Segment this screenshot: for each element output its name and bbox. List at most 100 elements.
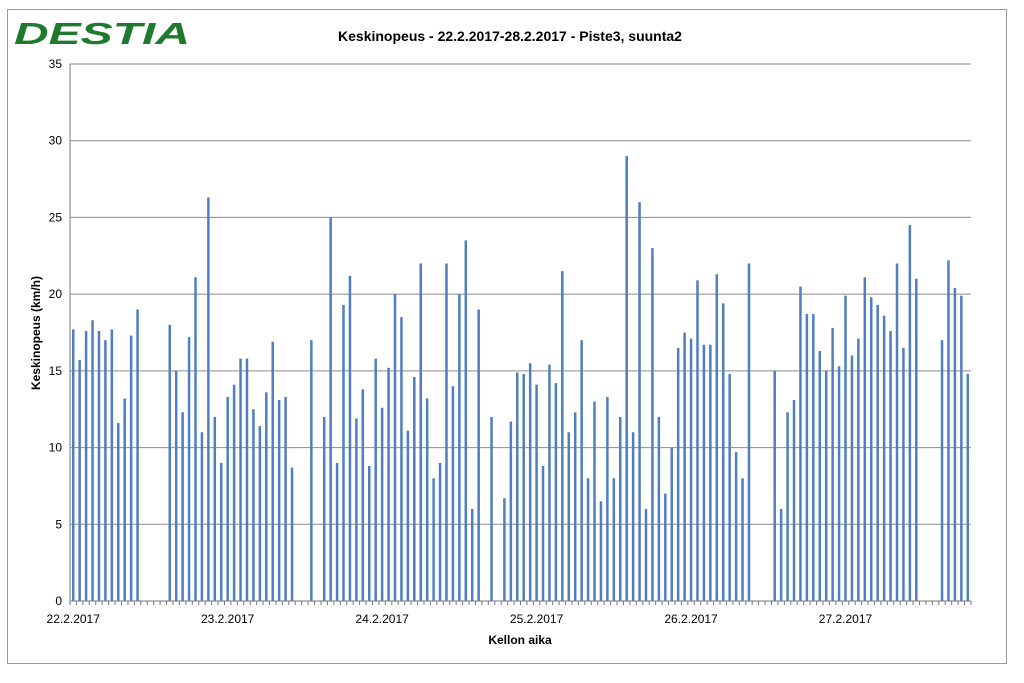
bar bbox=[940, 340, 944, 601]
bar bbox=[728, 373, 731, 601]
y-tick-label: 0 bbox=[55, 594, 62, 608]
bar bbox=[419, 263, 422, 601]
bar bbox=[110, 329, 114, 601]
bar bbox=[664, 493, 667, 601]
bar bbox=[670, 447, 673, 601]
x-tick-label: 24.2.2017 bbox=[355, 612, 409, 626]
bar bbox=[361, 389, 365, 601]
bar bbox=[580, 340, 583, 601]
bar bbox=[625, 156, 628, 602]
bar bbox=[599, 501, 603, 601]
bar bbox=[779, 508, 783, 601]
bar bbox=[902, 347, 905, 601]
bar bbox=[869, 297, 873, 601]
bar bbox=[812, 314, 815, 601]
bar bbox=[174, 370, 178, 601]
bar bbox=[104, 340, 107, 601]
bar bbox=[368, 465, 371, 601]
x-tick-label: 27.2.2017 bbox=[819, 612, 873, 626]
bar bbox=[561, 271, 564, 601]
bar bbox=[908, 225, 912, 601]
bar bbox=[966, 373, 970, 601]
bar bbox=[586, 478, 590, 601]
bar bbox=[702, 344, 706, 601]
bar bbox=[271, 341, 274, 601]
bar bbox=[947, 260, 950, 601]
y-axis-label: Keskinopeus (km/h) bbox=[29, 275, 43, 391]
bar bbox=[226, 396, 229, 601]
bar bbox=[123, 398, 126, 601]
bar bbox=[889, 330, 892, 601]
bar bbox=[850, 355, 854, 601]
y-tick-label: 35 bbox=[49, 57, 63, 71]
chart-frame bbox=[7, 9, 1007, 664]
x-tick-label: 26.2.2017 bbox=[664, 612, 718, 626]
bar bbox=[425, 398, 429, 601]
bar bbox=[915, 278, 918, 601]
y-tick-label: 5 bbox=[55, 517, 62, 531]
bar bbox=[84, 330, 88, 601]
bar bbox=[863, 277, 867, 601]
bar bbox=[355, 418, 358, 601]
bar bbox=[715, 274, 719, 601]
bar bbox=[509, 421, 513, 601]
bar bbox=[71, 329, 75, 601]
x-tick-label: 23.2.2017 bbox=[201, 612, 255, 626]
bar bbox=[824, 370, 828, 601]
bar bbox=[651, 248, 654, 601]
bar bbox=[265, 392, 268, 601]
bar bbox=[380, 407, 384, 601]
bar bbox=[245, 358, 249, 601]
bar bbox=[960, 295, 963, 601]
bar bbox=[432, 478, 435, 601]
bar bbox=[213, 416, 217, 601]
bar bbox=[818, 350, 822, 601]
bar bbox=[895, 263, 899, 601]
bar bbox=[232, 384, 236, 601]
bar bbox=[490, 416, 493, 601]
bar bbox=[721, 303, 725, 601]
bar bbox=[522, 373, 525, 601]
bar bbox=[168, 324, 172, 601]
bar bbox=[342, 304, 345, 601]
bar bbox=[792, 400, 796, 601]
bar bbox=[831, 327, 834, 601]
bar bbox=[747, 263, 751, 601]
bar bbox=[644, 508, 648, 601]
bar bbox=[477, 309, 480, 601]
bar bbox=[857, 338, 860, 601]
bar bbox=[277, 400, 281, 601]
bar bbox=[612, 478, 616, 601]
destia-logo: DESTIA bbox=[14, 19, 190, 47]
bar bbox=[239, 358, 242, 601]
chart-title: Keskinopeus - 22.2.2017-28.2.2017 - Pist… bbox=[338, 28, 682, 44]
bar bbox=[438, 462, 442, 601]
bar bbox=[619, 416, 622, 601]
bar bbox=[593, 401, 596, 601]
bar bbox=[97, 330, 101, 601]
bar bbox=[252, 409, 255, 601]
bar bbox=[393, 294, 397, 601]
bar bbox=[535, 384, 538, 601]
bar bbox=[413, 376, 416, 601]
bar bbox=[329, 217, 332, 601]
bar bbox=[631, 432, 635, 601]
bar bbox=[445, 263, 448, 601]
bar bbox=[136, 309, 139, 601]
y-tick-label: 30 bbox=[49, 134, 63, 148]
bar bbox=[709, 344, 712, 601]
bar bbox=[207, 197, 210, 602]
bar bbox=[689, 338, 693, 601]
bar bbox=[741, 478, 744, 601]
bar bbox=[657, 416, 661, 601]
bar bbox=[200, 432, 204, 601]
bar bbox=[503, 498, 506, 601]
bar bbox=[548, 364, 551, 601]
bar bbox=[606, 396, 609, 601]
bar bbox=[876, 304, 879, 601]
bar bbox=[129, 335, 133, 601]
bar bbox=[400, 317, 403, 601]
y-tick-label: 10 bbox=[49, 441, 63, 455]
bar bbox=[683, 332, 686, 601]
